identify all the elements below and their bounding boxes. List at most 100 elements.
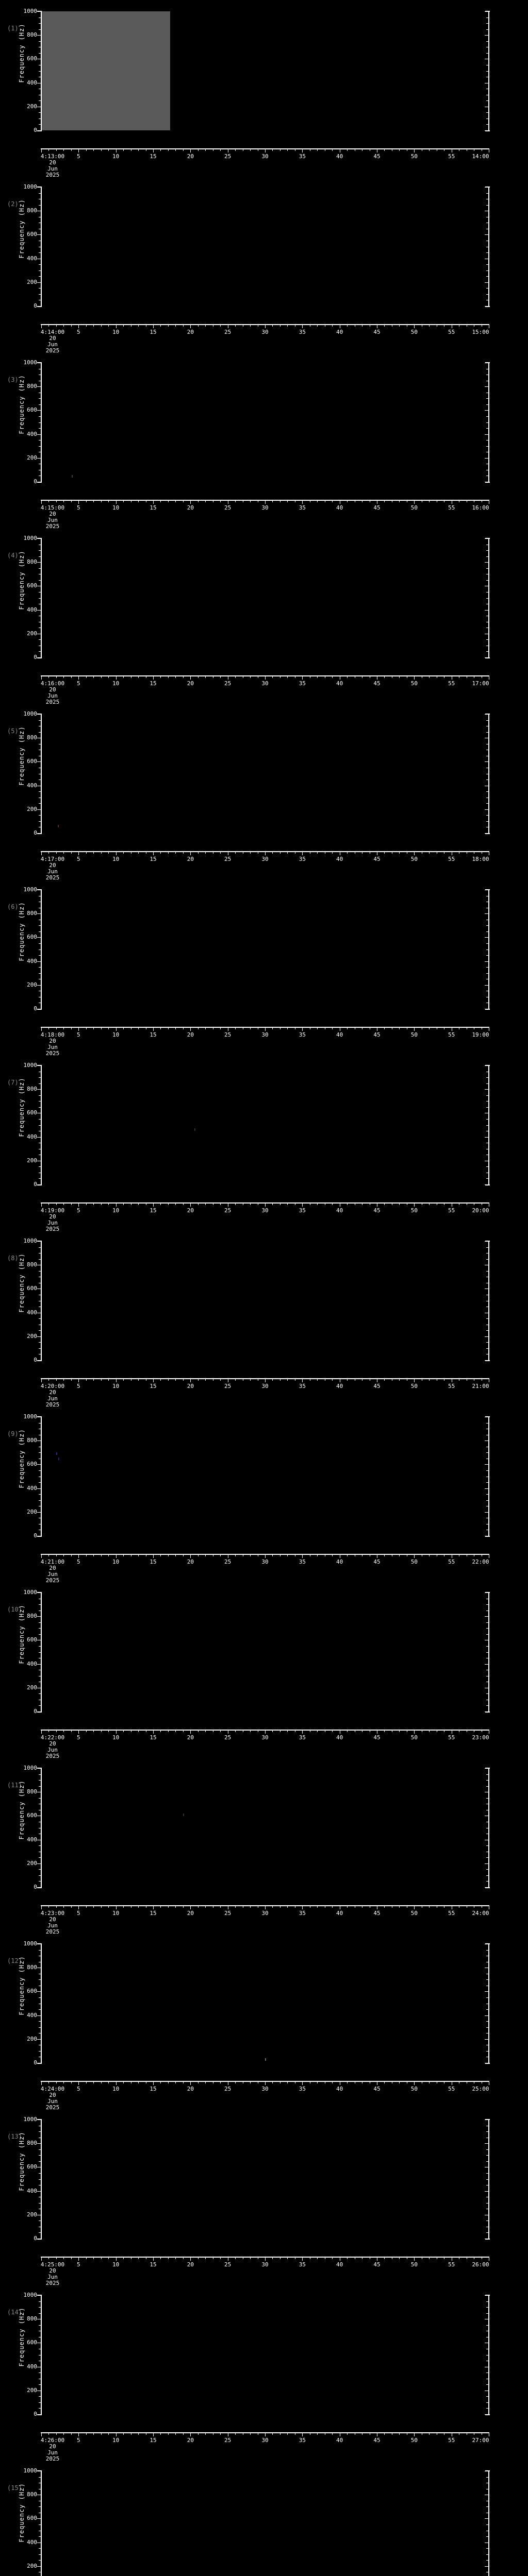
x-minor-tick: [347, 1905, 348, 1908]
x-axis: 4:26:00 5 10 15 20 25 30 35 40 45 50 55 27:00 20 Jun 20…: [0, 2432, 528, 2462]
x-major-tick: [265, 1202, 266, 1207]
x-tick-label: 5: [77, 2261, 80, 2268]
plot-area[interactable]: [41, 1065, 489, 1184]
x-tick-label: 5: [77, 856, 80, 862]
x-tick-label: 15: [150, 2261, 157, 2268]
y-tick-label: 400: [27, 1309, 37, 1316]
x-tick-label: 15: [150, 1734, 157, 1741]
x-minor-tick: [108, 1730, 109, 1732]
x-tick-label: 5: [77, 1207, 80, 1214]
x-minor-tick: [429, 2257, 430, 2259]
y-tick-label: 400: [27, 957, 37, 964]
x-minor-tick: [56, 2432, 57, 2435]
y-tick-label: 400: [27, 1836, 37, 1843]
x-minor-tick: [168, 2257, 169, 2259]
y-minor-tick: [39, 270, 41, 271]
chart-panel: (9) Frequency (Hz) 1000 800 600 400 200 0 4:21:0…: [0, 1405, 528, 1584]
y-major-tick-right: [485, 410, 489, 411]
y-major-tick-right: [485, 457, 489, 459]
plot-area[interactable]: [41, 1592, 489, 1711]
x-minor-tick: [160, 1905, 161, 1908]
y-minor-tick-right: [486, 1845, 489, 1846]
plot-area[interactable]: [41, 2295, 489, 2414]
plot-area[interactable]: [41, 363, 489, 482]
y-minor-tick: [39, 550, 41, 551]
x-minor-tick: [287, 1027, 288, 1029]
x-minor-tick: [287, 2257, 288, 2259]
x-major-tick: [78, 675, 79, 680]
y-major-tick-right: [485, 913, 489, 914]
x-minor-tick: [168, 1378, 169, 1381]
x-minor-tick: [123, 1202, 124, 1205]
x-tick-label: 10: [112, 153, 120, 160]
x-tick-label: 25: [224, 1734, 232, 1741]
x-minor-tick: [272, 324, 273, 327]
plot-area[interactable]: [41, 1768, 489, 1887]
x-minor-tick: [347, 675, 348, 678]
y-minor-tick-right: [486, 2202, 489, 2204]
x-major-tick: [302, 1378, 303, 1382]
y-minor-tick-right: [486, 2560, 489, 2561]
x-tick-label: 14:00: [472, 153, 489, 160]
plot-area[interactable]: [41, 1944, 489, 2063]
y-minor-tick-right: [486, 1997, 489, 1998]
x-minor-tick: [197, 1730, 199, 1732]
x-minor-tick: [399, 2081, 400, 2083]
x-major-tick: [190, 675, 191, 680]
plot-area[interactable]: [41, 538, 489, 657]
x-minor-tick: [71, 500, 72, 502]
x-minor-tick: [317, 1378, 318, 1381]
date-stamp-line: Jun: [47, 1219, 58, 1226]
plot-area[interactable]: [41, 890, 489, 1009]
x-major-tick: [78, 324, 79, 328]
y-minor-tick: [39, 1604, 41, 1605]
y-minor-tick-right: [486, 1705, 489, 1706]
y-minor-tick-right: [486, 651, 489, 652]
y-major-tick-right: [485, 1137, 489, 1138]
x-tick-label: 50: [410, 1734, 418, 1741]
x-minor-tick: [108, 675, 109, 678]
x-tick-label: 5: [77, 1558, 80, 1565]
x-minor-tick: [205, 851, 206, 854]
y-minor-tick: [39, 821, 41, 822]
plot-area[interactable]: [41, 1417, 489, 1536]
y-minor-tick: [39, 1107, 41, 1108]
plot-area[interactable]: [41, 11, 489, 130]
y-minor-tick: [39, 2050, 41, 2052]
x-major-tick: [302, 148, 303, 152]
x-tick-label: 30: [261, 680, 269, 687]
x-tick-label: 19:00: [472, 1031, 489, 1038]
y-minor-tick: [39, 1125, 41, 1126]
y-minor-tick: [39, 568, 41, 569]
chart-panel: (7) Frequency (Hz) 1000 800 600 400 200 0 4:19:0…: [0, 1054, 528, 1232]
x-minor-tick: [317, 851, 318, 854]
x-major-tick: [78, 2432, 79, 2436]
x-minor-tick: [287, 324, 288, 327]
plot-area[interactable]: [41, 2471, 489, 2576]
x-minor-tick: [86, 1202, 87, 1205]
x-minor-tick: [175, 1027, 176, 1029]
x-axis: 4:17:00 5 10 15 20 25 30 35 40 45 50 55 18:00 20 Jun 20…: [0, 851, 528, 881]
x-tick-label: 5: [77, 680, 80, 687]
y-tick-label: 400: [27, 1133, 37, 1140]
y-tick-label: 200: [27, 630, 37, 637]
y-major-tick-right: [485, 234, 489, 235]
panel-index-label: (5): [7, 727, 19, 735]
plot-area[interactable]: [41, 2120, 489, 2239]
y-minor-tick-right: [486, 124, 489, 125]
x-tick-label: 50: [410, 329, 418, 335]
plot-area[interactable]: [41, 187, 489, 306]
y-major-tick-right: [485, 1488, 489, 1489]
plot-area[interactable]: [41, 714, 489, 833]
y-tick-label: 600: [27, 582, 37, 589]
x-tick-label: 5: [77, 504, 80, 511]
x-minor-tick: [220, 851, 221, 854]
plot-area[interactable]: [41, 1241, 489, 1360]
x-minor-tick: [101, 1202, 102, 1205]
x-minor-tick: [205, 1202, 206, 1205]
x-minor-tick: [168, 2432, 169, 2435]
y-major-tick: [37, 2518, 41, 2519]
x-minor-tick: [332, 1378, 333, 1381]
x-minor-tick: [160, 1554, 161, 1556]
x-minor-tick: [205, 2081, 206, 2083]
